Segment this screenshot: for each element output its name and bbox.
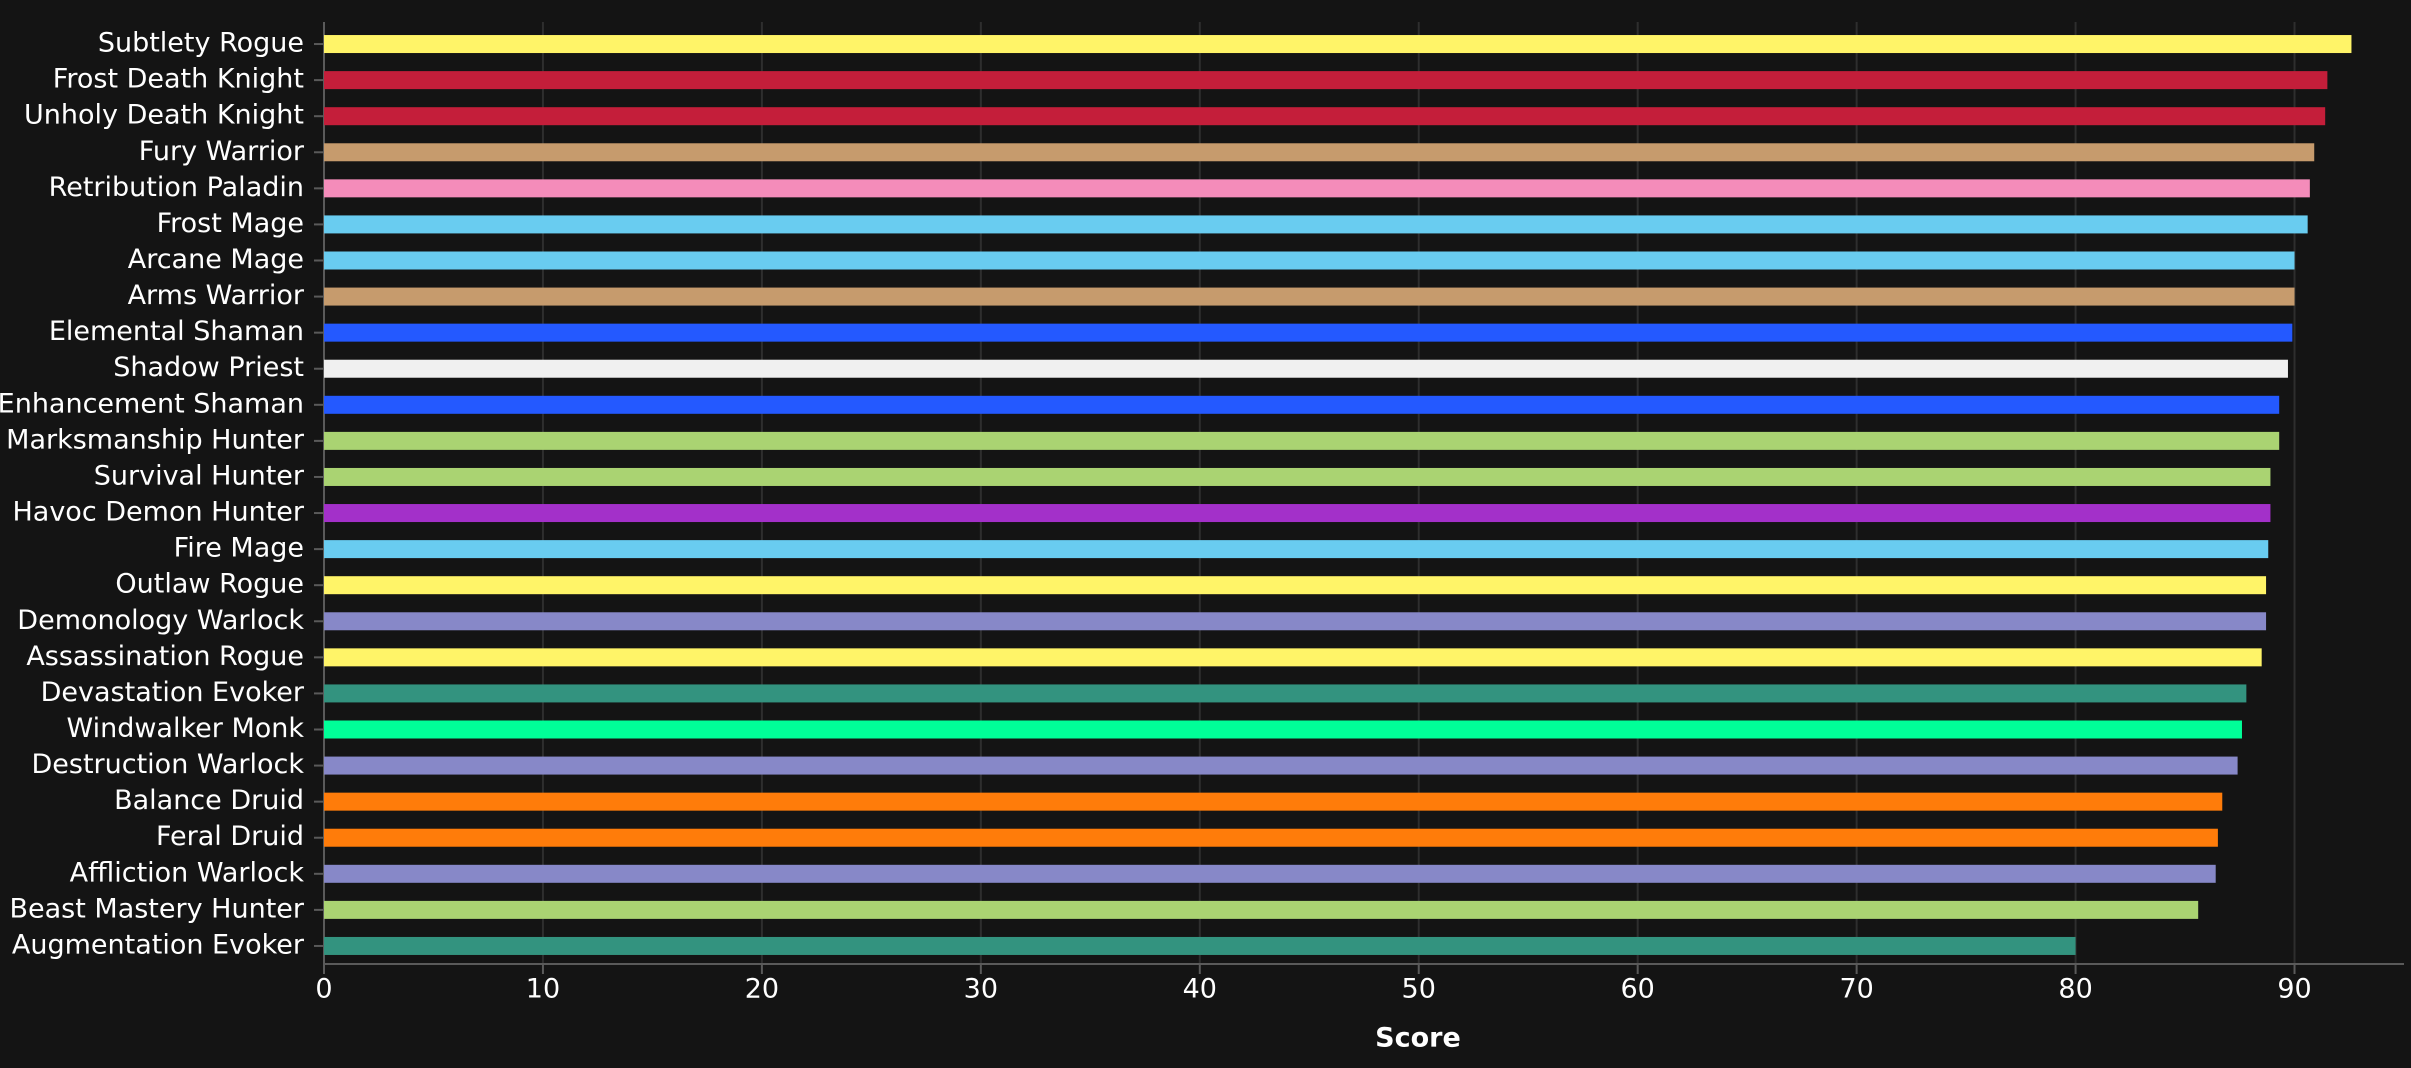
bar [324, 936, 2076, 955]
y-tick-label: Unholy Death Knight [24, 100, 304, 131]
bar [324, 792, 2223, 811]
y-tick-label: Demonology Warlock [17, 605, 304, 636]
bar [324, 287, 2295, 306]
y-tick-label: Retribution Paladin [49, 172, 304, 203]
bar [324, 612, 2267, 631]
bar [324, 143, 2315, 162]
bar [324, 756, 2238, 775]
y-tick-label: Windwalker Monk [66, 713, 304, 744]
y-tick-label: Destruction Warlock [31, 749, 304, 780]
y-tick-label: Frost Death Knight [53, 64, 304, 95]
y-tick-label: Devastation Evoker [41, 677, 305, 708]
y-tick-label: Enhancement Shaman [0, 388, 304, 419]
x-axis-label: Score [1375, 1023, 1461, 1054]
bar [324, 864, 2216, 883]
bar [324, 467, 2271, 486]
x-tick-label: 50 [1402, 974, 1436, 1005]
bar [324, 684, 2247, 703]
bar [324, 504, 2271, 523]
x-tick-label: 30 [964, 974, 998, 1005]
bar [324, 828, 2218, 847]
y-tick-label: Affliction Warlock [70, 857, 305, 888]
x-tick-label: 40 [1183, 974, 1217, 1005]
y-tick-label: Shadow Priest [113, 352, 304, 383]
bar [324, 35, 2352, 54]
y-tick-label: Augmentation Evoker [12, 929, 305, 960]
x-tick-label: 80 [2058, 974, 2092, 1005]
bar [324, 540, 2269, 559]
bar [324, 215, 2308, 234]
bar [324, 251, 2295, 270]
y-tick-label: Beast Mastery Hunter [9, 893, 304, 924]
y-tick-label: Survival Hunter [94, 460, 305, 491]
bar [324, 720, 2242, 739]
x-tick-label: 60 [1621, 974, 1655, 1005]
y-tick-label: Feral Druid [156, 821, 304, 852]
x-tick-label: 10 [526, 974, 560, 1005]
bar [324, 323, 2293, 342]
y-tick-label: Outlaw Rogue [115, 569, 304, 600]
y-tick-label: Arms Warrior [128, 280, 305, 311]
x-tick-label: 0 [315, 974, 332, 1005]
y-tick-label: Subtlety Rogue [98, 28, 304, 59]
y-tick-label: Marksmanship Hunter [6, 424, 305, 455]
bar [324, 107, 2326, 126]
y-tick-label: Fury Warrior [139, 136, 305, 167]
bar [324, 179, 2310, 198]
y-tick-label: Fire Mage [174, 533, 304, 564]
bar [324, 576, 2267, 595]
y-tick-label: Frost Mage [157, 208, 304, 239]
y-tick-label: Assassination Rogue [26, 641, 304, 672]
bar [324, 648, 2262, 667]
bar [324, 431, 2280, 450]
x-tick-label: 20 [745, 974, 779, 1005]
x-tick-label: 90 [2277, 974, 2311, 1005]
bar [324, 395, 2280, 414]
bar [324, 359, 2288, 378]
y-tick-label: Balance Druid [114, 785, 304, 816]
y-tick-label: Elemental Shaman [49, 316, 304, 347]
y-tick-label: Arcane Mage [128, 244, 304, 275]
bar [324, 71, 2328, 90]
y-tick-label: Havoc Demon Hunter [12, 497, 304, 528]
x-tick-label: 70 [1839, 974, 1873, 1005]
bar [324, 900, 2199, 919]
